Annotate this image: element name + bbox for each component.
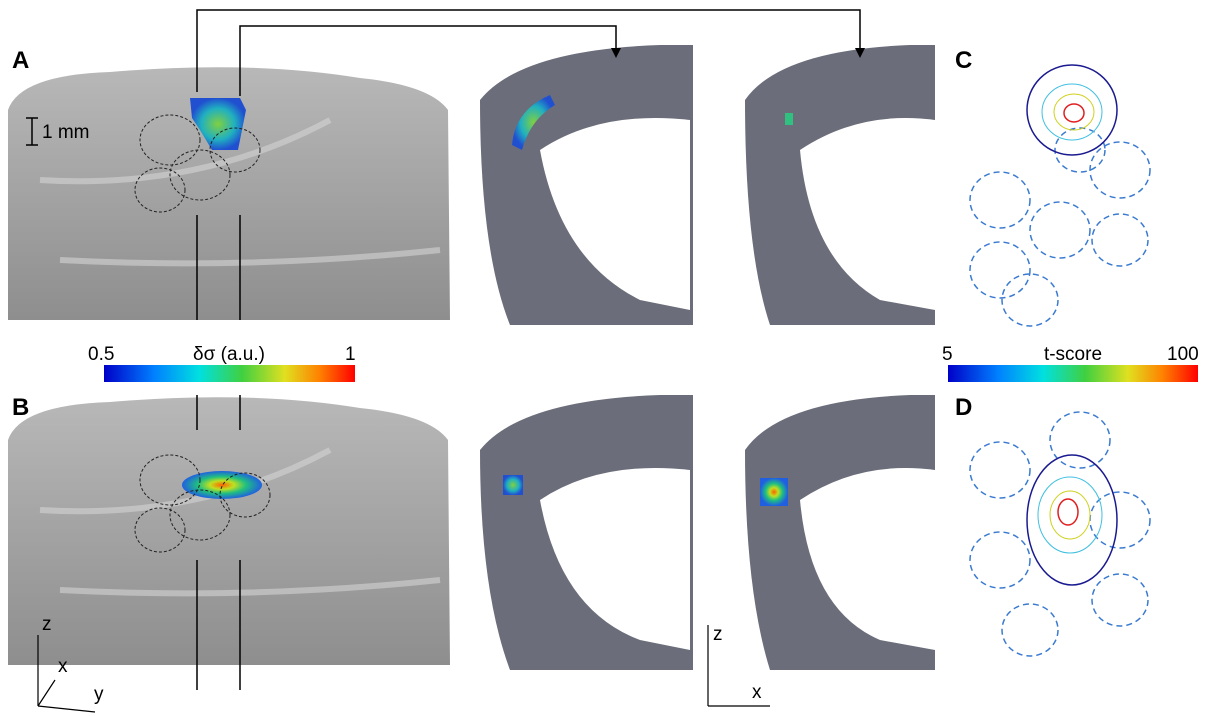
colorbar-title: δσ (a.u.) (193, 344, 265, 365)
colorbar-min: 5 (942, 344, 953, 365)
panel-label: D (955, 394, 972, 421)
colorbar (948, 365, 1198, 382)
scale-bar (26, 117, 38, 146)
scale-bar-label: 1 mm (42, 122, 90, 143)
colorbar (104, 365, 355, 382)
activation (503, 475, 523, 495)
axis-label: x (58, 656, 68, 677)
activation (760, 478, 788, 506)
colorbar-min: 0.5 (88, 344, 114, 365)
panel-label: A (12, 47, 29, 74)
panel-label: C (955, 47, 972, 74)
colorbar-max: 1 (345, 344, 356, 365)
panel-label: B (12, 394, 29, 421)
coronal-holes (540, 118, 935, 650)
sagittal-brain-top (8, 67, 450, 320)
axis-label: y (94, 684, 104, 705)
axis-label: z (42, 614, 52, 635)
axes-3d (37, 625, 770, 713)
activation (512, 95, 555, 150)
contour-panel-c (969, 64, 1151, 327)
activation (785, 113, 793, 125)
sagittal-brain-bottom (8, 397, 450, 665)
contour-panel-d (969, 411, 1151, 657)
connectors (196, 9, 861, 690)
colorbar-max: 100 (1167, 344, 1199, 365)
dashed-outlines (134, 114, 271, 553)
axis-label: x (752, 682, 762, 703)
axis-label: z (713, 624, 723, 645)
colorbar-title: t-score (1044, 344, 1102, 365)
